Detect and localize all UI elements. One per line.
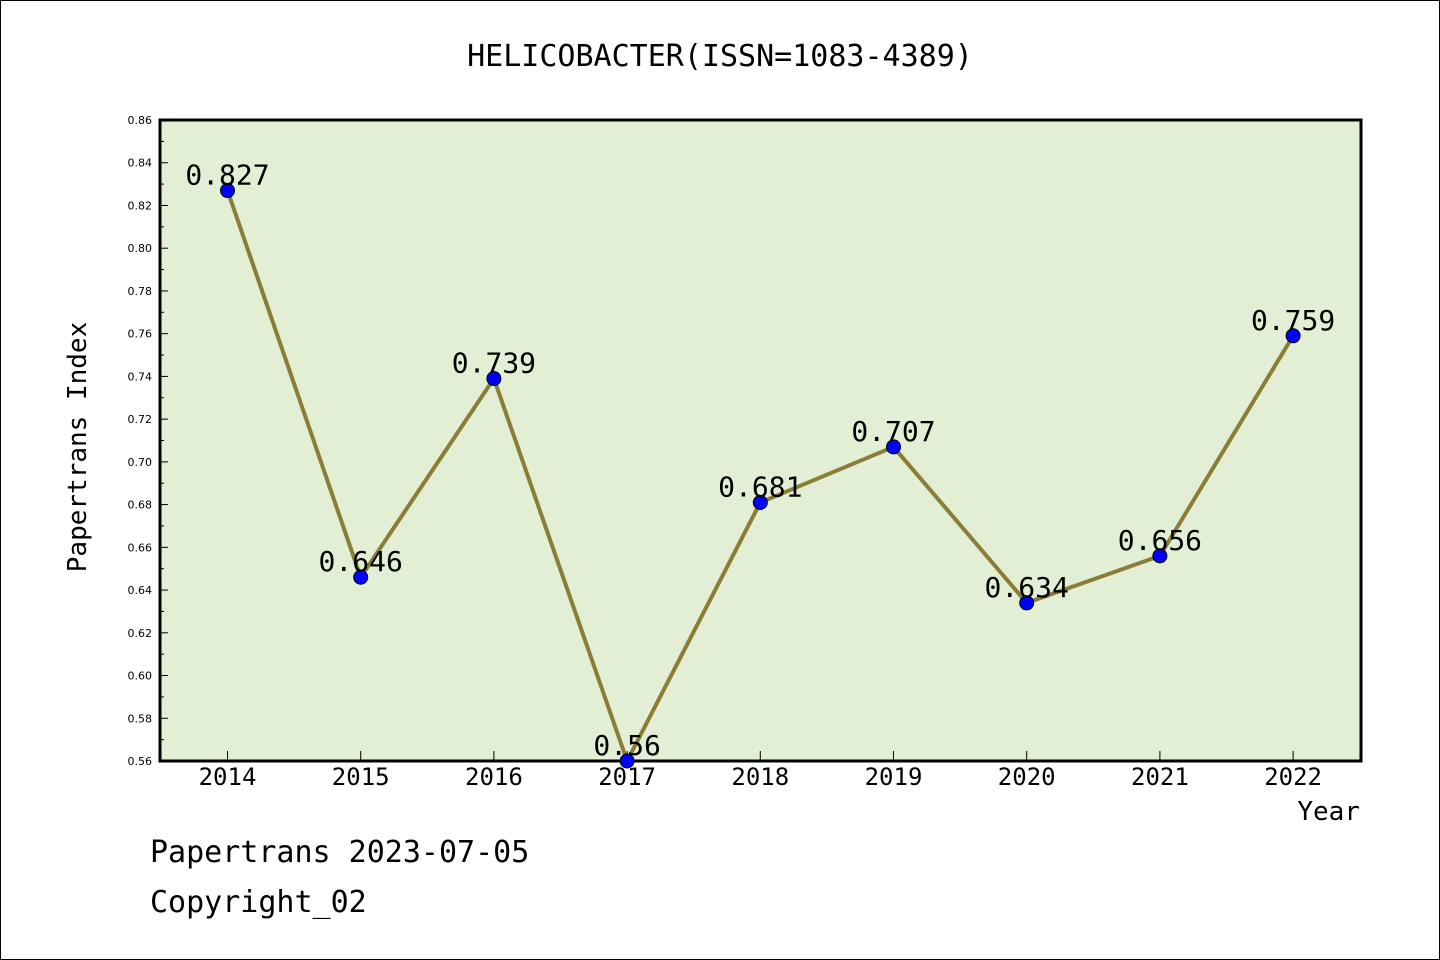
- y-tick-label: 0.80: [128, 242, 153, 255]
- y-axis: 0.56 0.58 0.60 0.62 0.64 0.66 0.68 0.70 0.72 0.74…: [128, 114, 168, 768]
- data-point-2018: [752, 494, 768, 510]
- data-point-2019: [886, 439, 901, 455]
- data-point-2014: [220, 183, 235, 199]
- x-tick-label: 2016: [465, 763, 523, 791]
- data-point-2015: [353, 569, 369, 585]
- y-tick-label: 0.78: [128, 285, 153, 298]
- y-tick-label: 0.84: [128, 157, 153, 170]
- data-label-2016: 0.739: [452, 347, 536, 380]
- y-axis-label: Papertrans Index: [63, 322, 93, 572]
- data-point-2016: [486, 371, 502, 387]
- y-tick-label: 0.66: [128, 541, 153, 554]
- data-label-2022: 0.759: [1251, 304, 1335, 337]
- footer-date: Papertrans 2023-07-05: [150, 835, 530, 870]
- data-label-2015: 0.646: [319, 545, 403, 578]
- x-tick-label: 2019: [865, 763, 923, 791]
- data-point-2020: [1019, 595, 1035, 611]
- data-label-2017: 0.56: [593, 729, 660, 762]
- series-papertrans-index: [220, 183, 1301, 769]
- x-tick-label: 2014: [199, 763, 257, 791]
- y-tick-label: 0.58: [128, 712, 153, 725]
- x-tick-label: 2021: [1131, 763, 1189, 791]
- x-tick-label: 2020: [998, 763, 1056, 791]
- footer-copyright: Copyright_02: [150, 885, 367, 920]
- x-tick-label: 2018: [731, 763, 789, 791]
- x-axis: 2014 2015 2016 2017 2018 2019 2020 2021 2022: [199, 751, 1322, 791]
- data-point-2022: [1285, 328, 1301, 344]
- y-tick-label: 0.72: [128, 413, 153, 426]
- x-tick-label: 2022: [1264, 763, 1322, 791]
- data-label-2021: 0.656: [1118, 524, 1202, 557]
- y-tick-label: 0.68: [128, 499, 153, 512]
- data-label-2019: 0.707: [851, 415, 935, 448]
- chart-title: HELICOBACTER(ISSN=1083-4389): [467, 39, 973, 74]
- data-label-2020: 0.634: [985, 571, 1069, 604]
- data-point-2021: [1152, 548, 1168, 564]
- x-tick-label: 2015: [332, 763, 390, 791]
- y-tick-label: 0.76: [128, 328, 153, 341]
- y-tick-label: 0.70: [128, 456, 153, 469]
- y-tick-label: 0.64: [128, 584, 153, 597]
- y-tick-label: 0.62: [128, 627, 153, 640]
- y-tick-label: 0.86: [128, 114, 153, 127]
- data-labels: 0.827 0.646 0.739 0.56 0.681 0.707 0.634 0.656 0…: [185, 159, 1335, 762]
- x-axis-label: Year: [1297, 797, 1360, 827]
- data-label-2018: 0.681: [718, 470, 802, 503]
- y-tick-label: 0.82: [128, 199, 153, 212]
- y-tick-label: 0.60: [128, 670, 153, 683]
- plot-area: [158, 118, 1363, 763]
- data-point-2017: [619, 753, 635, 769]
- data-label-2014: 0.827: [185, 159, 269, 192]
- y-tick-label: 0.56: [128, 755, 153, 768]
- y-tick-label: 0.74: [128, 370, 153, 383]
